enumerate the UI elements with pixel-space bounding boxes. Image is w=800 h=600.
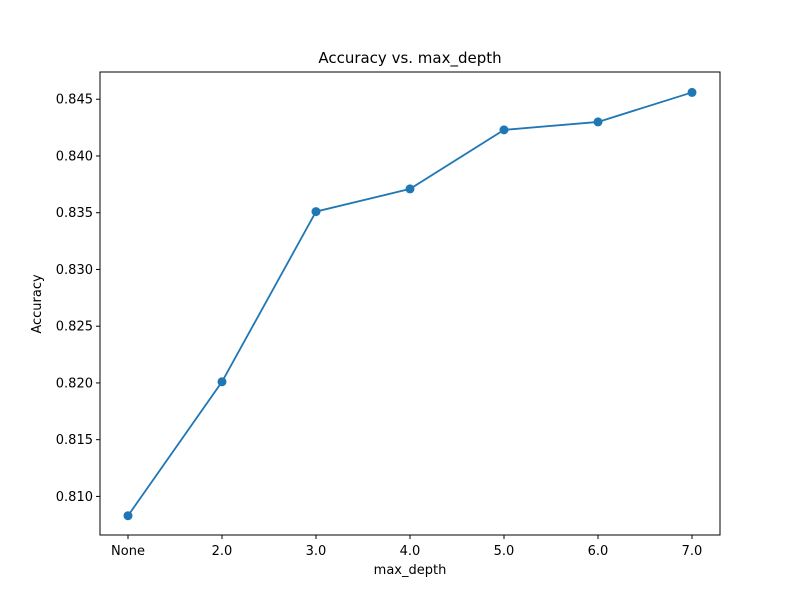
y-axis-label: Accuracy: [30, 274, 45, 334]
x-tick-label: 4.0: [400, 544, 421, 559]
y-tick-label: 0.840: [56, 149, 93, 164]
y-tick-label: 0.810: [56, 490, 93, 505]
y-tick-label: 0.835: [56, 206, 93, 221]
y-tick-label: 0.825: [56, 320, 93, 335]
x-tick-label: 7.0: [682, 544, 703, 559]
data-point: [123, 511, 133, 521]
x-tick-label: 3.0: [306, 544, 327, 559]
x-tick-label: 6.0: [588, 544, 609, 559]
x-axis-label: max_depth: [374, 563, 447, 578]
data-point: [499, 125, 509, 135]
x-tick-label: 5.0: [494, 544, 515, 559]
y-tick-label: 0.815: [56, 433, 93, 448]
x-tick-label: 2.0: [212, 544, 233, 559]
data-point: [405, 184, 415, 194]
x-tick-label: None: [111, 544, 145, 559]
y-tick-label: 0.820: [56, 376, 93, 391]
data-point: [687, 87, 697, 97]
data-point: [593, 117, 603, 127]
plot-area: 0.810 0.815 0.820 0.825 0.830 0.835 0.840 0.845…: [56, 71, 721, 559]
chart-title: Accuracy vs. max_depth: [318, 49, 501, 68]
data-point: [311, 207, 321, 217]
y-tick-label: 0.845: [56, 93, 93, 108]
y-tick-label: 0.830: [56, 263, 93, 278]
data-point: [217, 377, 227, 387]
